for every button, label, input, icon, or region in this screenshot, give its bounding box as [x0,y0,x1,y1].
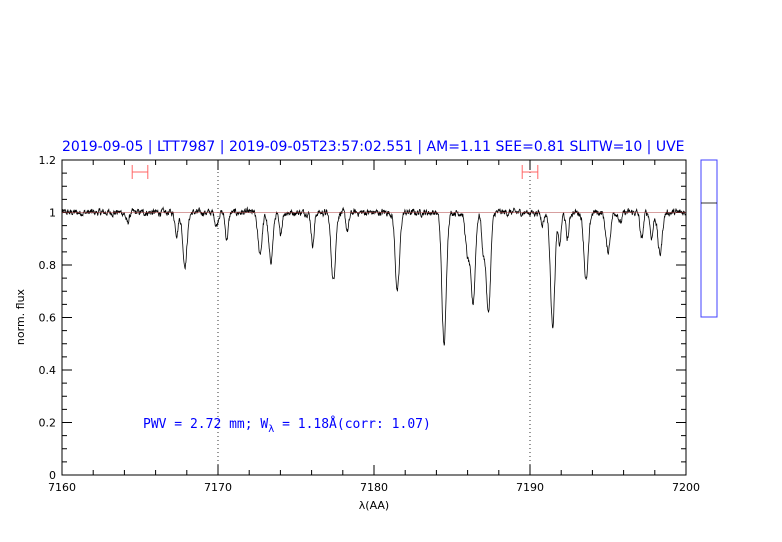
x-tick-label: 7170 [204,481,232,494]
y-tick-label: 0 [49,469,56,482]
x-tick-label: 7160 [48,481,76,494]
side-indicator-box [700,159,718,318]
y-tick-label: 0.8 [39,259,57,272]
x-tick-label: 7200 [672,481,700,494]
spectrum-line [61,206,687,346]
y-tick-label: 1 [49,207,56,220]
integration-range-marker [131,165,149,179]
x-tick-label: 7190 [516,481,544,494]
x-axis-label: λ(AA) [359,499,389,512]
chart-title: 2019-09-05 | LTT7987 | 2019-09-05T23:57:… [62,139,685,155]
y-tick-label: 0.6 [39,312,57,325]
y-tick-label: 1.2 [39,154,57,167]
integration-range-marker [521,165,539,179]
pwv-annotation: PWV = 2.72 mm; Wλ = 1.18Å(corr: 1.07) [143,416,431,435]
y-tick-label: 0.4 [39,364,57,377]
x-tick-label: 7180 [360,481,388,494]
y-axis-label: norm. flux [14,288,27,345]
y-tick-label: 0.2 [39,417,57,430]
